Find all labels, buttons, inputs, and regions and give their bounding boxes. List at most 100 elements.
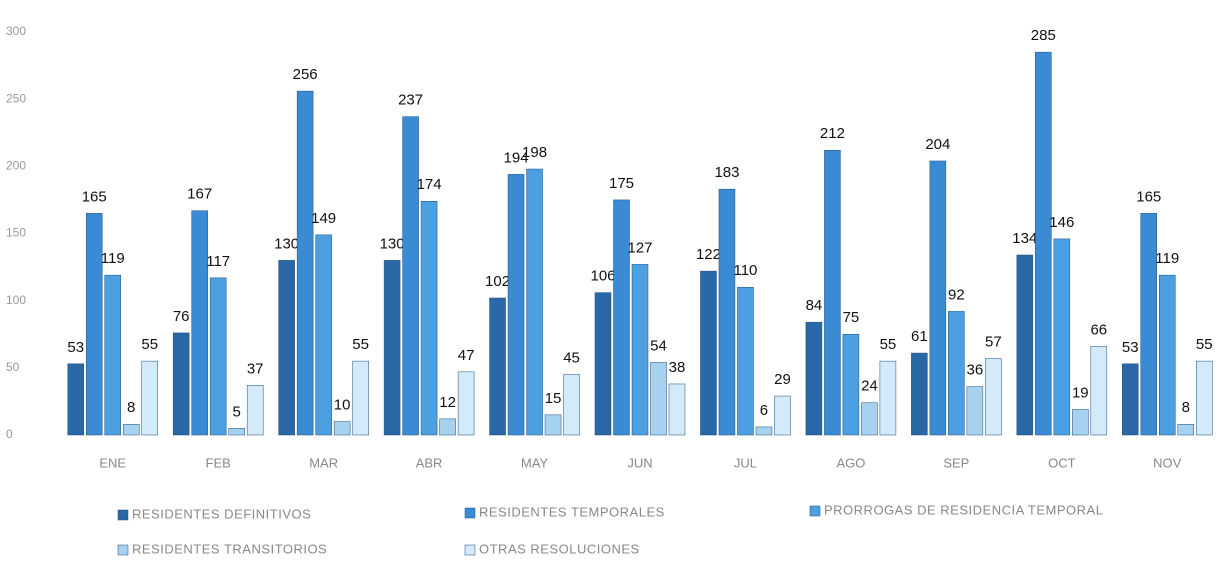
bar bbox=[1159, 274, 1176, 436]
bar bbox=[879, 360, 897, 436]
bar bbox=[85, 213, 103, 436]
value-label: 55 bbox=[880, 336, 897, 353]
value-label: 119 bbox=[1155, 250, 1179, 267]
value-label: 10 bbox=[334, 397, 351, 414]
bar bbox=[191, 210, 208, 436]
value-label: 149 bbox=[311, 210, 336, 227]
value-label: 53 bbox=[67, 339, 84, 356]
bar bbox=[1122, 363, 1139, 436]
bar bbox=[774, 395, 791, 436]
bar bbox=[1196, 360, 1213, 436]
value-label: 66 bbox=[1090, 321, 1107, 338]
bar bbox=[1177, 424, 1195, 436]
legend-swatch bbox=[464, 544, 476, 556]
legend-swatch bbox=[809, 505, 821, 517]
value-label: 29 bbox=[774, 371, 791, 388]
legend-label: RESIDENTES TRANSITORIOS bbox=[132, 541, 327, 556]
bar bbox=[296, 90, 314, 436]
bar bbox=[668, 383, 686, 436]
bar bbox=[911, 352, 928, 436]
bar bbox=[122, 424, 140, 436]
bar bbox=[948, 311, 965, 436]
bar bbox=[737, 286, 754, 436]
value-label: 55 bbox=[1196, 336, 1213, 353]
value-label: 84 bbox=[806, 297, 823, 314]
bar bbox=[805, 321, 823, 436]
bar bbox=[172, 332, 190, 436]
bar bbox=[755, 426, 773, 436]
legend-swatch bbox=[117, 544, 129, 556]
value-label: 204 bbox=[925, 136, 950, 153]
value-label: 285 bbox=[1031, 27, 1056, 44]
x-tick-label: FEB bbox=[206, 455, 231, 470]
value-label: 127 bbox=[627, 239, 652, 256]
value-label: 36 bbox=[967, 362, 984, 379]
legend-label: RESIDENTES DEFINITIVOS bbox=[132, 506, 311, 521]
value-label: 183 bbox=[714, 164, 739, 181]
value-label: 8 bbox=[1182, 399, 1190, 416]
x-tick-label: OCT bbox=[1048, 455, 1076, 470]
x-tick-label: JUN bbox=[627, 455, 652, 470]
bar bbox=[1140, 213, 1158, 436]
x-tick-label: JUL bbox=[734, 455, 757, 470]
bar bbox=[544, 414, 562, 436]
y-tick-label: 250 bbox=[6, 91, 26, 105]
value-label: 24 bbox=[861, 378, 878, 395]
bar bbox=[594, 292, 612, 436]
value-label: 122 bbox=[696, 246, 721, 263]
bar bbox=[278, 260, 295, 436]
value-label: 237 bbox=[398, 92, 423, 109]
bar bbox=[929, 160, 947, 436]
y-tick-label: 150 bbox=[6, 226, 26, 240]
bar bbox=[985, 358, 1002, 436]
value-label: 5 bbox=[233, 403, 241, 420]
value-label: 130 bbox=[380, 235, 405, 252]
value-label: 53 bbox=[1122, 339, 1139, 356]
bar bbox=[246, 385, 264, 436]
bar bbox=[315, 234, 332, 436]
x-tick-label: SEP bbox=[943, 455, 969, 470]
x-tick-label: ENE bbox=[99, 455, 126, 470]
value-label: 38 bbox=[669, 359, 686, 376]
value-label: 174 bbox=[417, 176, 442, 193]
legend-swatch bbox=[117, 509, 129, 521]
value-label: 76 bbox=[173, 308, 190, 325]
value-label: 47 bbox=[458, 347, 475, 364]
value-label: 55 bbox=[352, 336, 369, 353]
bar bbox=[700, 270, 717, 436]
bar bbox=[383, 260, 401, 436]
x-tick-label: NOV bbox=[1153, 455, 1182, 470]
value-label: 119 bbox=[101, 250, 125, 267]
value-label: 146 bbox=[1049, 214, 1074, 231]
bar bbox=[209, 277, 227, 436]
value-label: 110 bbox=[733, 262, 757, 279]
y-tick-label: 0 bbox=[6, 427, 13, 441]
bar bbox=[824, 149, 841, 436]
bar bbox=[563, 374, 580, 436]
y-tick-label: 300 bbox=[6, 24, 26, 38]
value-label: 54 bbox=[650, 337, 667, 354]
legend-label: RESIDENTES TEMPORALES bbox=[479, 504, 665, 519]
bar bbox=[650, 362, 667, 436]
value-label: 134 bbox=[1012, 230, 1037, 247]
bar bbox=[631, 264, 649, 436]
y-tick-label: 100 bbox=[6, 293, 26, 307]
value-label: 6 bbox=[760, 402, 768, 419]
bar bbox=[718, 188, 736, 436]
bar bbox=[489, 297, 506, 436]
legend-swatch bbox=[464, 507, 476, 519]
bar bbox=[457, 371, 475, 436]
bar bbox=[526, 168, 543, 436]
y-tick-label: 50 bbox=[6, 360, 20, 374]
bar bbox=[1035, 51, 1052, 436]
bar bbox=[228, 428, 245, 436]
value-label: 130 bbox=[274, 235, 299, 252]
x-tick-label: ABR bbox=[416, 455, 443, 470]
value-label: 8 bbox=[127, 399, 135, 416]
bar bbox=[966, 386, 984, 436]
value-label: 15 bbox=[545, 390, 562, 407]
value-label: 37 bbox=[247, 360, 264, 377]
value-label: 45 bbox=[563, 350, 580, 367]
bar bbox=[842, 334, 860, 436]
